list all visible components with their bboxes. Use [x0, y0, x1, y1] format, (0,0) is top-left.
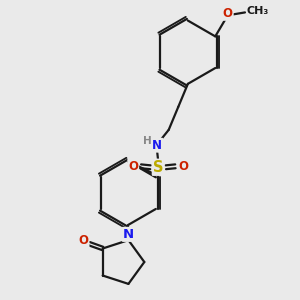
- Text: N: N: [123, 228, 134, 241]
- Text: N: N: [152, 139, 162, 152]
- Text: O: O: [223, 7, 233, 20]
- Text: O: O: [128, 160, 138, 173]
- Text: O: O: [178, 160, 188, 173]
- Text: O: O: [79, 234, 88, 247]
- Text: CH₃: CH₃: [247, 7, 269, 16]
- Text: H: H: [143, 136, 152, 146]
- Text: S: S: [153, 160, 164, 175]
